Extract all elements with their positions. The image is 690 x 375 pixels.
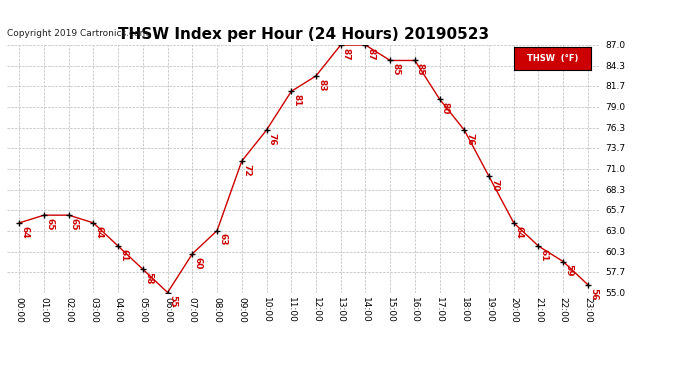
Text: 64: 64: [20, 226, 29, 238]
Text: 61: 61: [540, 249, 549, 261]
Text: 87: 87: [366, 48, 375, 60]
Text: 63: 63: [218, 233, 227, 246]
Text: 76: 76: [465, 133, 474, 146]
Text: 85: 85: [391, 63, 400, 76]
Text: 80: 80: [441, 102, 450, 114]
Text: 64: 64: [95, 226, 103, 238]
Text: 64: 64: [515, 226, 524, 238]
Text: 58: 58: [144, 272, 153, 285]
Text: 76: 76: [268, 133, 277, 146]
Text: 85: 85: [416, 63, 425, 76]
Text: 60: 60: [193, 256, 202, 269]
Text: 87: 87: [342, 48, 351, 60]
Text: 55: 55: [168, 295, 177, 308]
Text: Copyright 2019 Cartronics.com: Copyright 2019 Cartronics.com: [7, 28, 148, 38]
Text: 65: 65: [45, 218, 54, 230]
Text: 72: 72: [243, 164, 252, 176]
Text: 61: 61: [119, 249, 128, 261]
Text: 56: 56: [589, 288, 598, 300]
Text: 83: 83: [317, 79, 326, 91]
Text: 59: 59: [564, 264, 573, 277]
Text: 65: 65: [70, 218, 79, 230]
Text: 81: 81: [293, 94, 302, 106]
Text: 70: 70: [490, 179, 499, 192]
Title: THSW Index per Hour (24 Hours) 20190523: THSW Index per Hour (24 Hours) 20190523: [118, 27, 489, 42]
